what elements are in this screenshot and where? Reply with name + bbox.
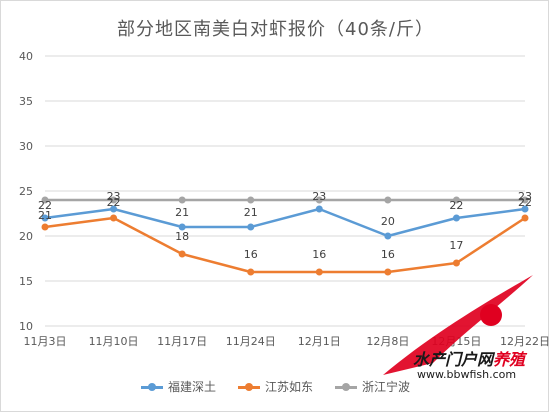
y-tick-label: 35 <box>19 95 33 108</box>
data-point <box>452 214 460 222</box>
data-label: 22 <box>449 199 463 212</box>
data-label: 22 <box>38 199 52 212</box>
watermark-logo <box>383 275 533 375</box>
x-tick-label: 12月1日 <box>298 335 341 348</box>
data-label: 16 <box>381 248 395 261</box>
data-label: 18 <box>175 230 189 243</box>
data-label: 20 <box>381 215 395 228</box>
x-tick-label: 12月8日 <box>366 335 409 348</box>
data-label: 21 <box>38 209 52 222</box>
data-point <box>247 223 255 231</box>
data-point <box>384 268 392 276</box>
x-tick-label: 11月17日 <box>157 335 207 348</box>
legend-swatch <box>237 382 260 392</box>
data-point <box>41 223 49 231</box>
y-tick-label: 30 <box>19 140 33 153</box>
y-tick-label: 20 <box>19 230 33 243</box>
legend-item: 江苏如东 <box>237 378 313 395</box>
data-label: 21 <box>175 206 189 219</box>
legend-swatch <box>335 382 357 392</box>
data-point <box>110 205 118 213</box>
data-point <box>315 268 323 276</box>
data-label: 23 <box>518 190 532 203</box>
data-label: 23 <box>312 190 326 203</box>
data-point <box>178 223 186 231</box>
legend-label: 浙江宁波 <box>362 380 411 394</box>
data-point <box>521 214 529 222</box>
data-point <box>41 214 49 222</box>
data-label: 22 <box>107 196 121 209</box>
data-point <box>247 196 255 204</box>
series-line <box>44 216 526 274</box>
watermark-text-accent: 养殖 <box>493 350 526 369</box>
data-point <box>315 205 323 213</box>
data-point <box>521 196 529 204</box>
data-label: 21 <box>244 206 258 219</box>
watermark-text: 水产门户网养殖 <box>413 346 525 370</box>
legend-label: 福建深土 <box>167 380 216 394</box>
data-point <box>521 205 529 213</box>
watermark-url: www.bbwfish.com <box>417 368 517 381</box>
watermark-dot <box>480 304 502 326</box>
data-label: 22 <box>518 196 532 209</box>
legend-label: 江苏如东 <box>264 380 313 394</box>
watermark-text-main: 水产门户网 <box>413 350 494 369</box>
data-point <box>384 196 392 204</box>
data-point <box>452 196 460 204</box>
data-point <box>178 196 186 204</box>
data-point <box>110 196 118 204</box>
data-point <box>178 250 186 258</box>
x-tick-label: 11月24日 <box>226 335 276 348</box>
data-label: 16 <box>312 248 326 261</box>
data-point <box>247 268 255 276</box>
series-line <box>44 207 526 238</box>
y-tick-label: 15 <box>19 275 33 288</box>
legend-swatch <box>140 382 163 392</box>
chart-title: 部分地区南美白对虾报价（40条/斤） <box>117 19 434 40</box>
data-point <box>110 214 118 222</box>
y-tick-label: 10 <box>19 320 33 333</box>
legend-item: 福建深土 <box>140 378 216 395</box>
data-label: 23 <box>107 190 121 203</box>
data-point <box>384 232 392 240</box>
data-point <box>41 196 49 204</box>
x-tick-label: 11月10日 <box>89 335 139 348</box>
y-tick-label: 40 <box>19 50 33 63</box>
chart-legend: 福建深土 江苏如东 浙江宁波 <box>1 378 549 395</box>
y-tick-label: 25 <box>19 185 33 198</box>
legend-item: 浙江宁波 <box>335 378 410 395</box>
data-label: 16 <box>244 248 258 261</box>
x-tick-label: 12月22日 <box>500 335 549 348</box>
data-point <box>315 196 323 204</box>
x-tick-label: 11月3日 <box>24 335 67 348</box>
data-label: 17 <box>449 239 463 252</box>
data-point <box>452 259 460 267</box>
watermark-swoosh <box>383 275 533 375</box>
